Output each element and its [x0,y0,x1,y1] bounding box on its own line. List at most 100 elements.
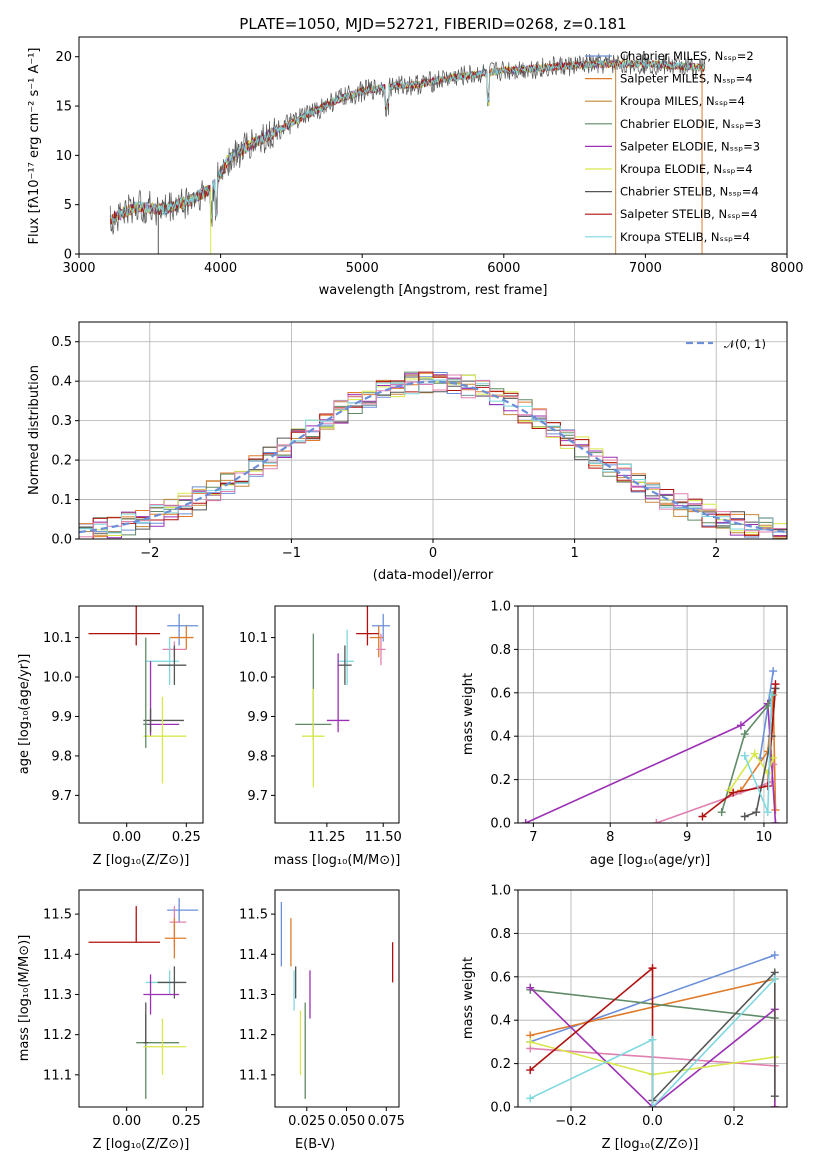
massweight-vs-age-ytick-label: 0.4 [490,730,511,745]
massweight-vs-z-ytick-label: 0.8 [490,927,511,942]
mass-z-xlabel: Z [log₁₀(Z/Z⊙)] [93,1137,190,1152]
age-vs-z-ytick-label: 9.9 [51,710,72,725]
massweight-vs-z-series-7 [529,966,654,1107]
massweight-vs-age-ytick-label: 0.8 [490,643,511,658]
massweight-vs-z-lines [526,951,779,1107]
massweight-vs-z-ytick-label: 0.0 [490,1101,511,1116]
massweight-vs-age-ytick-label: 0.2 [490,773,511,788]
spectrum-frame [78,36,788,255]
massweight-vs-z-marker-8-0 [526,1094,535,1103]
massweight-vs-age-frame [517,605,788,824]
spectrum-ytick-label: 5 [64,198,72,213]
age-vs-mass-xtick-label: 11.50 [365,830,402,845]
massweight-vs-z-ytick-label: 0.2 [490,1057,511,1072]
massweight-vs-z-marker-8-1 [648,1035,657,1044]
mass-vs-z-axes: 0.00 0.25 11.1 11.2 11.3 11.4 11.5 [43,908,201,1129]
mass-vs-ebv-ytick-label: 11.2 [239,1028,268,1043]
mass-vs-z-ytick-label: 11.2 [43,1028,72,1043]
massweight-vs-z-ytick-label: 1.0 [490,884,511,899]
massweight-vs-age-series-7 [702,684,777,818]
age-vs-z-frame [78,605,204,824]
mass-vs-ebv-xtick-label: 0.050 [328,1114,365,1129]
mass-vs-ebv-ytick-label: 11.3 [239,988,268,1003]
residuals-xtick-label: 2 [712,546,720,561]
age-vs-z-points [88,606,199,784]
mass-vs-ebv-axes: 0.025 0.050 0.075 11.1 11.2 11.3 11.4 11.5 [239,908,405,1129]
residuals-ytick-label: 0.3 [51,414,72,429]
massweight-vs-age-lines [521,667,780,823]
spectrum-xlabel: wavelength [Angstrom, rest frame] [319,283,548,298]
massweight-vs-z-marker-6-2 [770,1092,779,1101]
massweight-vs-z-xtick-label: 0.0 [642,1114,663,1129]
massweight-vs-age-xtick-label: 7 [529,830,537,845]
mass-vs-z-frame [78,889,204,1108]
massweight-vs-z-marker-5-0 [526,1037,535,1046]
massweight-vs-z-xtick-label: 0.2 [724,1114,745,1129]
mass-vs-z-points [88,898,199,1099]
massweight-vs-age-ytick-label: 0.0 [490,817,511,832]
residuals-xlabel: (data-model)/error [373,568,494,583]
mw-z-ylabel: mass weight [461,957,476,1039]
massweight-vs-z-marker-4-0 [526,983,535,992]
massweight-vs-age-marker-7-3 [771,680,780,689]
massweight-vs-age-axes: 7 8 9 10 0.0 0.2 0.4 0.6 0.8 1.0 [490,600,787,845]
massweight-vs-age-marker-4-1 [740,730,749,739]
massweight-vs-age-ytick-label: 0.6 [490,686,511,701]
spectrum-xtick-label: 4000 [204,261,237,276]
residuals-ytick-label: 0.4 [51,375,72,390]
residuals-frame [78,321,788,540]
age-vs-mass-ytick-label: 9.8 [247,749,268,764]
age-vs-z-ytick-label: 9.7 [51,789,72,804]
age-vs-z-ytick-label: 9.8 [51,749,72,764]
legend-label-8: Kroupa STELIB, Nₛₛₚ=4 [620,230,750,244]
age-vs-z-xtick-label: 0.00 [112,830,141,845]
residuals-ylabel: Normed distribution [27,365,42,495]
massweight-vs-z-marker-8-2 [648,1103,657,1107]
mass-z-ylabel: mass [log₁₀(M/M⊙)] [17,935,32,1062]
massweight-vs-age-marker-3-1 [736,721,745,730]
spectrum-xtick-label: 8000 [770,261,803,276]
massweight-vs-age-series-0 [759,670,774,759]
massweight-vs-age-marker-4-0 [717,808,726,817]
massweight-vs-age-marker-3-0 [521,819,530,823]
massweight-vs-age-xtick-label: 10 [756,830,773,845]
mass-vs-z-ytick-label: 11.4 [43,948,72,963]
age-vs-z-ytick-label: 10.1 [43,631,72,646]
massweight-vs-age-marker-0-1 [769,667,778,676]
legend-label-3: Chabrier ELODIE, Nₛₛₚ=3 [620,117,761,131]
massweight-vs-z-marker-7-0 [526,1066,535,1075]
massweight-vs-age-marker-5-1 [750,749,759,758]
massweight-vs-z-ytick-label: 0.4 [490,1014,511,1029]
mw-age-ylabel: mass weight [461,673,476,755]
massweight-vs-age-xtick-label: 8 [606,830,614,845]
age-vs-mass-axes: 11.25 11.50 9.7 9.8 9.9 10.0 10.1 [239,631,402,845]
mass-vs-ebv-frame [274,889,400,1108]
legend-label-7: Salpeter STELIB, Nₛₛₚ=4 [620,207,758,221]
residual-hists [79,371,787,539]
residuals-axes: −2 −1 0 1 2 0.0 0.1 0.2 0.3 0.4 0.5 [51,322,787,561]
mass-ebv-xlabel: E(B-V) [295,1137,335,1152]
age-z-xlabel: Z [log₁₀(Z/Z⊙)] [93,853,190,868]
legend-label-5: Kroupa ELODIE, Nₛₛₚ=4 [620,162,753,176]
mw-z-xlabel: Z [log₁₀(Z/Z⊙)] [602,1137,699,1152]
massweight-vs-z-series-8 [529,978,776,1107]
legend-label-6: Chabrier STELIB, Nₛₛₚ=4 [620,185,759,199]
age-vs-z-xtick-label: 0.25 [172,830,201,845]
mass-vs-z-xtick-label: 0.00 [112,1114,141,1129]
massweight-vs-age-marker-2-0 [652,819,661,823]
spectrum-xtick-label: 3000 [62,261,95,276]
spectrum-ytick-label: 0 [64,248,72,263]
massweight-vs-z-marker-4-3 [770,1103,779,1107]
legend-label-0: Chabrier MILES, Nₛₛₚ=2 [620,49,754,63]
residuals-xtick-label: 1 [570,546,578,561]
age-mass-xlabel: mass [log₁₀(M/M⊙)] [274,853,401,868]
spectrum-title: PLATE=1050, MJD=52721, FIBERID=0268, z=0… [239,15,626,33]
spectrum-lines [109,53,706,254]
residuals-xtick-label: 0 [429,546,437,561]
residuals-xtick-label: −2 [140,546,159,561]
age-vs-mass-points [295,606,390,788]
massweight-vs-age-marker-8-2 [767,690,776,699]
spectrum-ytick-label: 20 [55,50,72,65]
residuals-ytick-label: 0.5 [51,335,72,350]
